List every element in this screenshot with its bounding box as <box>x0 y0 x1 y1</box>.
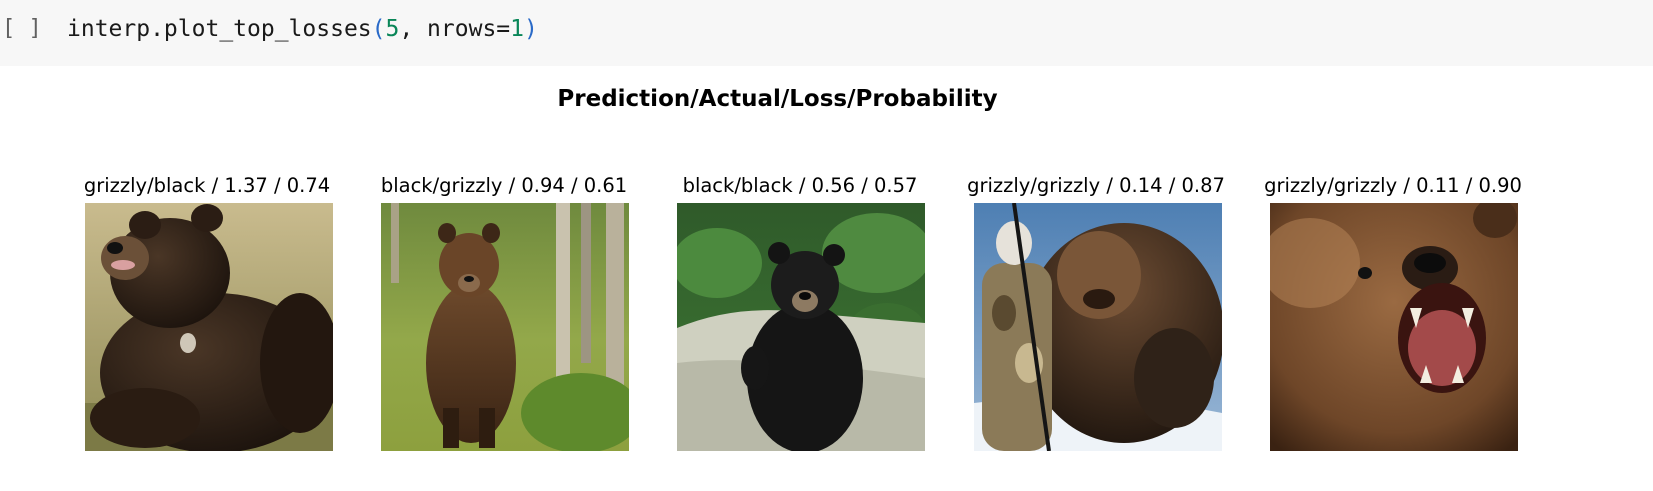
code-token-open-paren: ( <box>371 16 386 42</box>
bear-photo <box>85 203 333 451</box>
cell-run-indicator[interactable]: [ ] <box>2 16 42 41</box>
bear-photo <box>677 203 925 451</box>
bear-photo <box>381 203 629 451</box>
panel-caption: grizzly/black / 1.37 / 0.74 <box>83 174 331 197</box>
panel-caption: black/grizzly / 0.94 / 0.61 <box>380 174 628 197</box>
bear-photo <box>974 203 1222 451</box>
figure-title: Prediction/Actual/Loss/Probability <box>557 86 998 112</box>
panel-caption: black/black / 0.56 / 0.57 <box>682 174 918 197</box>
panel-caption: grizzly/grizzly / 0.14 / 0.87 <box>967 174 1225 197</box>
code-token-close-paren: ) <box>524 16 538 42</box>
code-token-kwarg: , nrows= <box>399 16 511 42</box>
code-token-number: 1 <box>510 16 524 42</box>
code-cell[interactable]: [ ] interp.plot_top_losses(5, nrows=1) <box>0 0 1653 66</box>
code-token-call: interp.plot_top_losses <box>67 16 372 42</box>
code-editor-line[interactable]: interp.plot_top_losses(5, nrows=1) <box>67 16 538 42</box>
bear-photo <box>1270 203 1518 451</box>
code-token-number: 5 <box>385 16 400 42</box>
panel-caption: grizzly/grizzly / 0.11 / 0.90 <box>1264 174 1522 197</box>
